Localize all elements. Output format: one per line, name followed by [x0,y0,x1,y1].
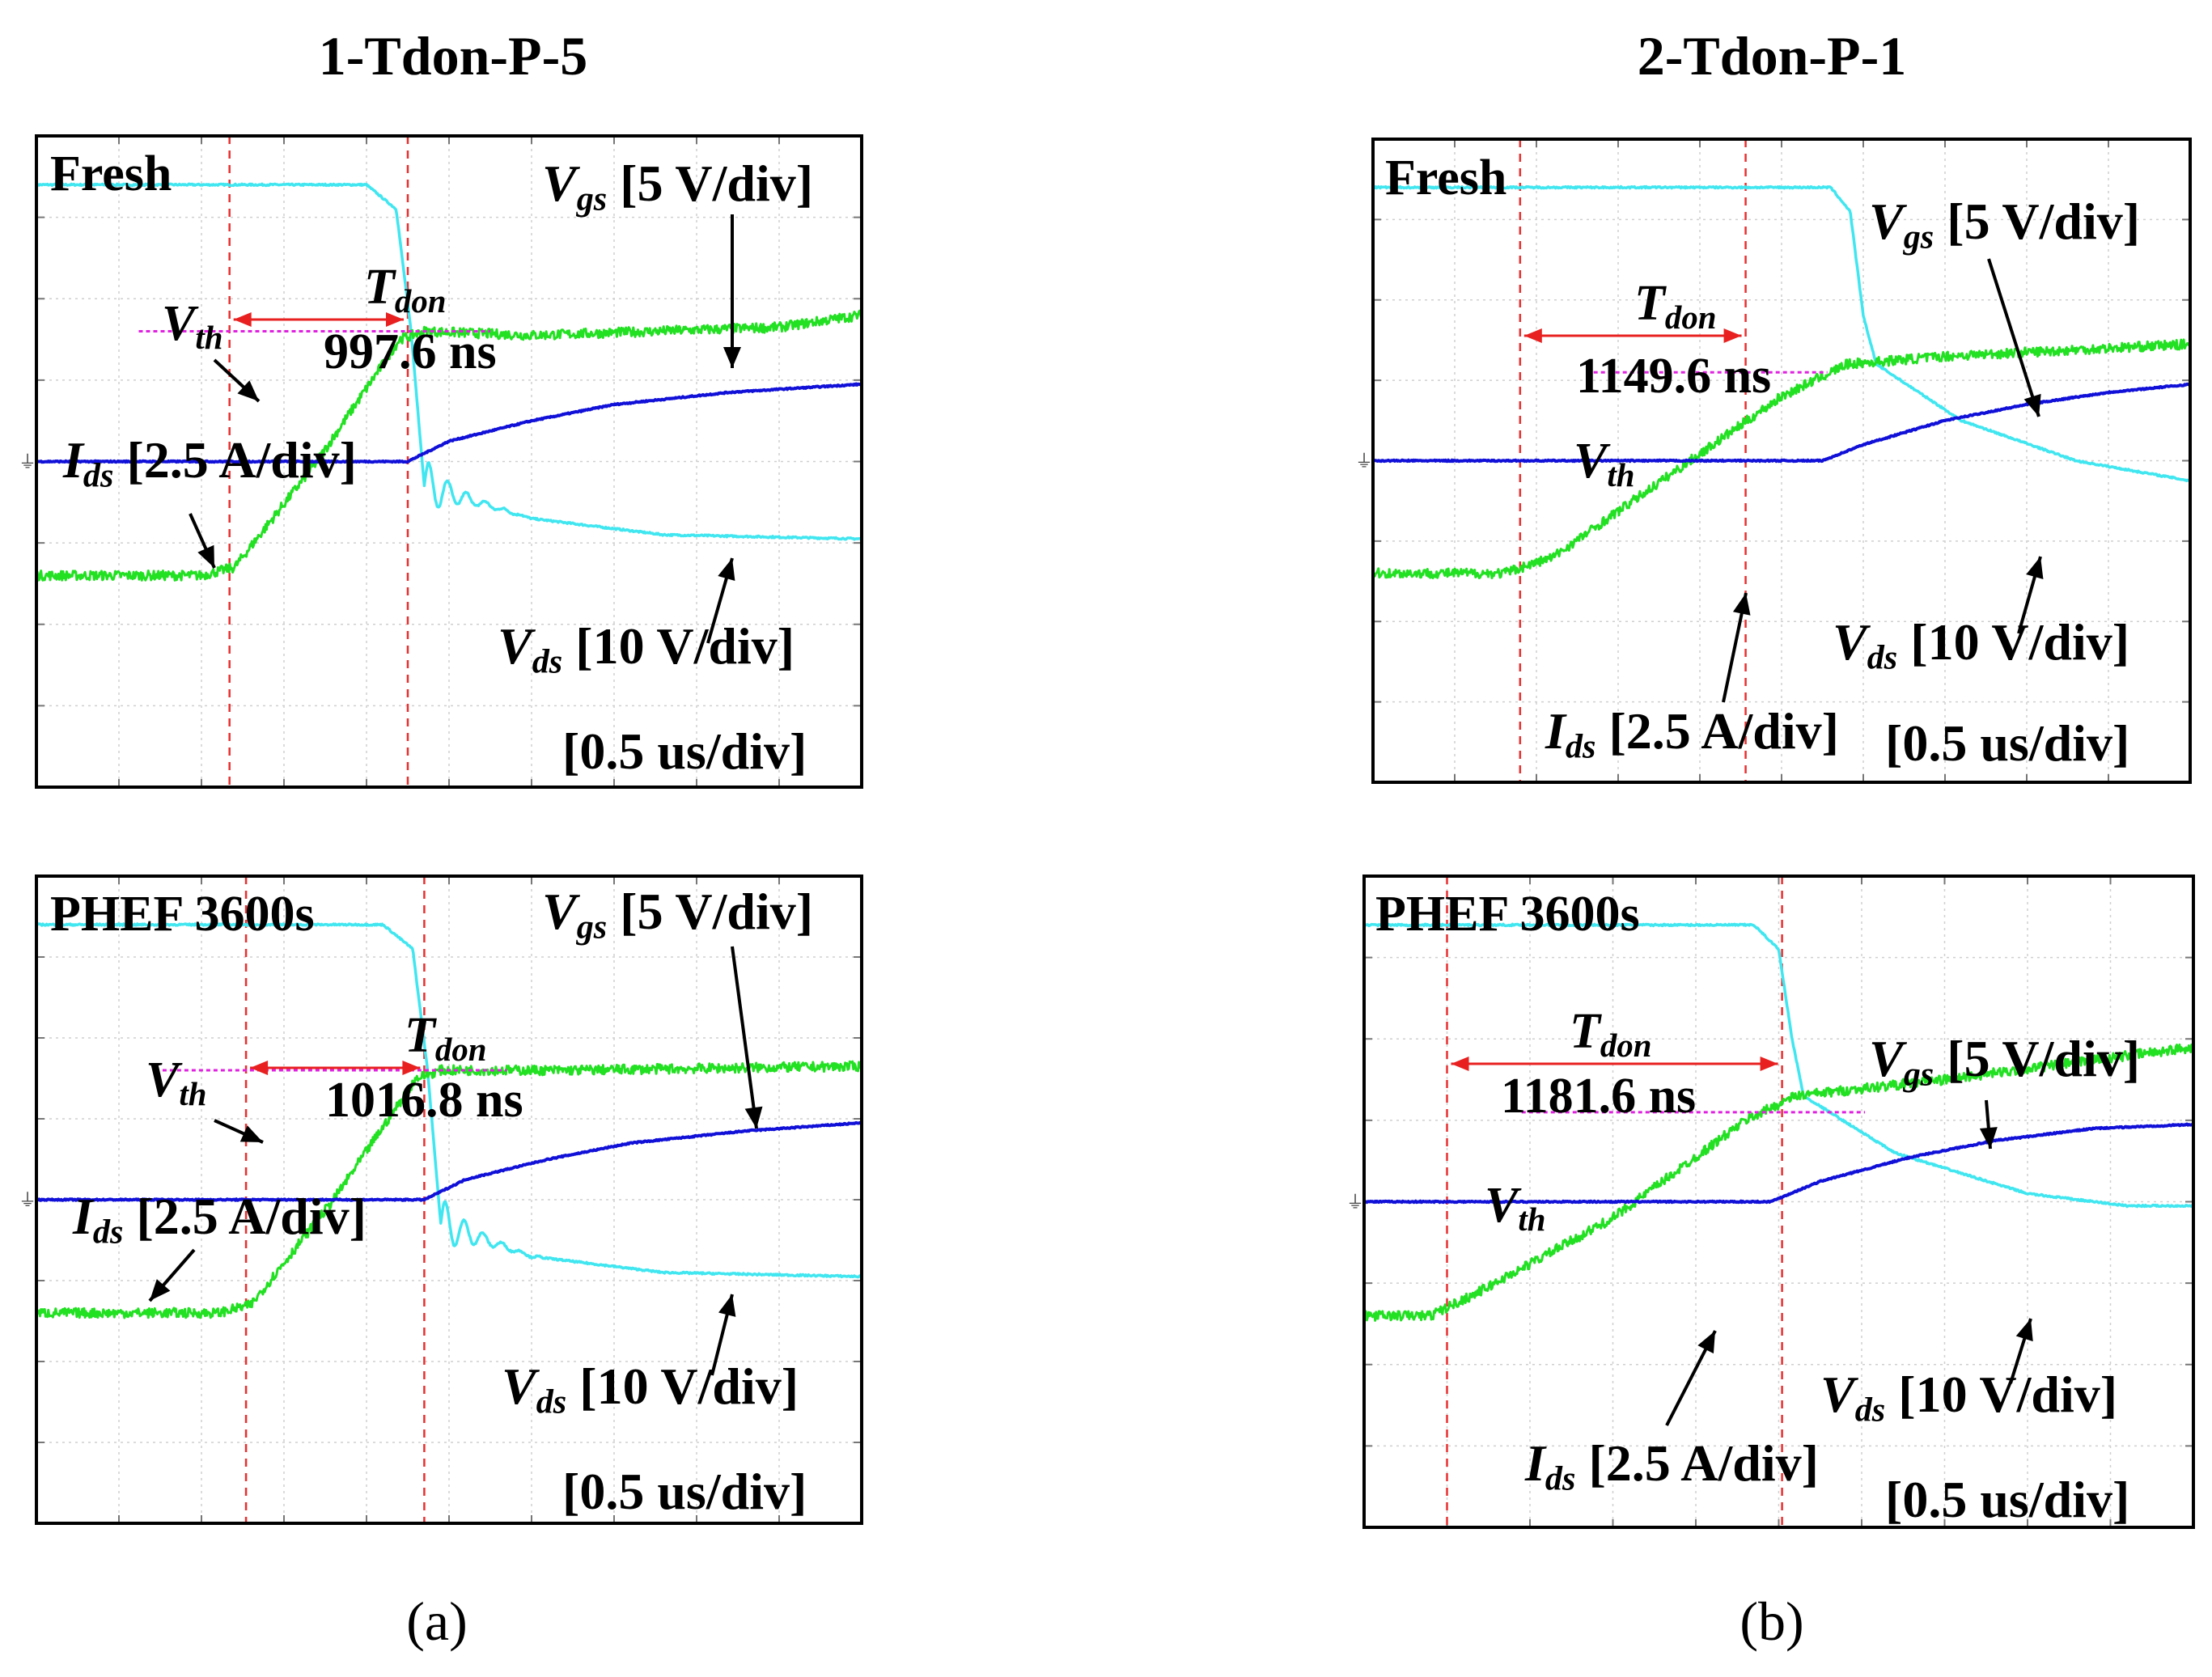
panel-condition-label: Fresh [1385,150,1506,205]
vds-label: Vds [10 V/div] [1820,1366,2117,1429]
tdon-value: 1149.6 ns [1576,349,1771,404]
ids-label: Ids [2.5 A/div] [72,1188,367,1251]
ids-arrow-head [197,544,214,568]
scope-frame [35,874,863,1525]
vth-label: Vth [1485,1178,1545,1238]
trace-vgs [36,922,863,1279]
scope-panel-1: ⏚ Fresh 997.6 ns [0.5 us/div] [19,134,863,789]
trace-vds [1371,338,2192,579]
scope-frame [1362,874,2195,1529]
tdon-value: 997.6 ns [324,324,497,379]
panel-condition-label: Fresh [50,146,172,201]
scope-frame [35,134,863,789]
vds-arrow-head [2026,557,2044,580]
tdon-arrow-left-head [233,312,252,327]
scope-frame [1371,138,2192,784]
vds-arrow-head [718,1294,736,1317]
sub-label-b: (b) [1740,1590,1804,1652]
tdon-value: 1016.8 ns [325,1073,523,1128]
tdon-arrow-left-head [1451,1057,1469,1071]
tdon-arrow-right-head [1723,328,1742,343]
ground-marker: ⏚ [19,453,36,473]
column-title-b: 2-Tdon-P-1 [1637,25,1907,87]
vgs-label: Vgs [5 V/div] [542,155,813,218]
vds-label: Vds [10 V/div] [502,1357,799,1421]
trace-ids [36,382,863,464]
trace-vds [36,1060,863,1319]
panel-condition-label: PHEF 3600s [50,887,315,942]
ids-arrow-head [150,1279,171,1301]
column-title-a: 1-Tdon-P-5 [318,25,588,87]
vds-label: Vds [10 V/div] [1833,613,2129,677]
vth-label: Vth [146,1052,206,1112]
trace-ids [36,1120,862,1202]
ids-arrow-head [1697,1331,1715,1354]
trace-vgs [1372,184,2191,483]
ids-label: Ids [2.5 A/div] [1524,1434,1819,1498]
trace-vds [35,309,863,582]
trace-vgs [35,182,862,541]
ids-arrow-head [1732,593,1751,616]
vgs-label: Vgs [5 V/div] [542,883,813,946]
vds-arrow-head [718,558,735,582]
vgs-arrow [1987,258,2040,417]
trace-ids [1372,382,2191,464]
vgs-arrow-head [723,347,741,368]
vth-label: Vth [1574,434,1634,493]
vgs-label: Vgs [5 V/div] [1869,1030,2140,1094]
tdon-arrow-left-head [250,1061,269,1075]
vgs-arrow-head [1979,1127,1998,1149]
vds-arrow-head [2015,1319,2033,1342]
vth-arrow-head [239,1125,263,1142]
vth-arrow-head [237,380,259,401]
tdon-arrow-right-head [386,312,404,327]
ids-label: Ids [2.5 A/div] [1545,702,1839,766]
time-scale-label: [0.5 us/div] [562,1463,807,1520]
trace-vds [1362,1043,2195,1322]
vgs-arrow [731,946,758,1129]
tdon-arrow-right-head [402,1061,421,1075]
vgs-arrow-head [744,1106,763,1129]
time-scale-label: [0.5 us/div] [1885,714,2129,772]
ground-marker: ⏚ [1346,1193,1364,1213]
scope-panel-2: ⏚ PHEF 3600s 1016.8 ns [0.5 us/div] [19,874,863,1525]
vth-label: Vth [162,296,222,356]
tdon-label: Tdon [1570,1004,1652,1064]
tdon-arrow-left-head [1523,328,1542,343]
time-scale-label: [0.5 us/div] [562,722,807,780]
tdon-label: Tdon [405,1008,487,1068]
scope-panel-3: ⏚ Fresh 1149.6 ns [0.5 us/div] [1355,138,2192,784]
vgs-arrow-head [2023,393,2041,417]
ground-marker: ⏚ [1355,452,1373,472]
trace-ids [1363,1122,2194,1205]
vgs-label: Vgs [5 V/div] [1869,193,2140,256]
panel-condition-label: PHEF 3600s [1375,887,1640,942]
tdon-label: Tdon [1634,276,1717,336]
tdon-label: Tdon [364,260,447,320]
trace-vgs [1363,922,2195,1209]
vds-label: Vds [10 V/div] [498,617,795,681]
scope-panel-4: ⏚ PHEF 3600s 1181.6 ns [0.5 us/div] [1346,874,2195,1529]
tdon-arrow-right-head [1760,1057,1778,1071]
ids-label: Ids [2.5 A/div] [62,431,357,495]
sub-label-a: (a) [406,1590,468,1652]
time-scale-label: [0.5 us/div] [1885,1471,2129,1528]
tdon-value: 1181.6 ns [1501,1069,1696,1124]
ground-marker: ⏚ [19,1191,36,1211]
